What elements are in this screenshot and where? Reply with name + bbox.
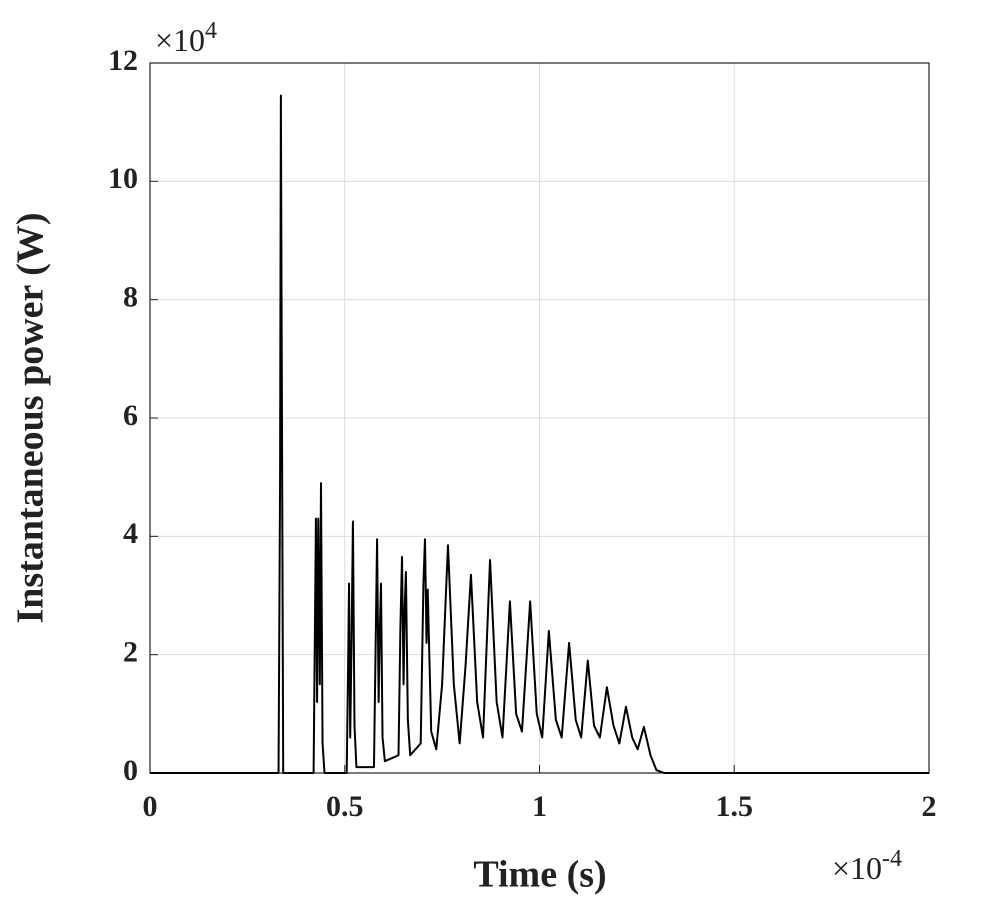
data-line	[150, 94, 929, 774]
y-tick-label: 0	[123, 754, 138, 787]
y-multiplier: ×104	[155, 18, 217, 59]
x-tick-label: 0.5	[326, 790, 364, 823]
y-tick-label: 8	[123, 281, 138, 314]
x-multiplier-exponent: -4	[882, 846, 902, 872]
y-multiplier-exponent: 4	[205, 18, 217, 44]
y-tick-label: 12	[108, 44, 138, 77]
x-axis-label: Time (s)	[473, 854, 606, 896]
y-tick-label: 4	[123, 517, 138, 550]
y-tick-label: 10	[108, 162, 138, 195]
x-tick-label: 1.5	[716, 790, 754, 823]
y-axis-label: Instantaneous power (W)	[10, 212, 52, 623]
y-tick-label: 2	[123, 636, 138, 669]
x-multiplier: ×10-4	[832, 846, 902, 887]
x-tick-label: 1	[532, 790, 547, 823]
x-multiplier-base: ×10	[832, 850, 882, 886]
x-tick-label: 2	[922, 790, 937, 823]
y-multiplier-base: ×10	[155, 22, 205, 58]
y-tick-label: 6	[123, 399, 138, 432]
axes-frame	[149, 62, 930, 774]
x-tick-label: 0	[143, 790, 158, 823]
